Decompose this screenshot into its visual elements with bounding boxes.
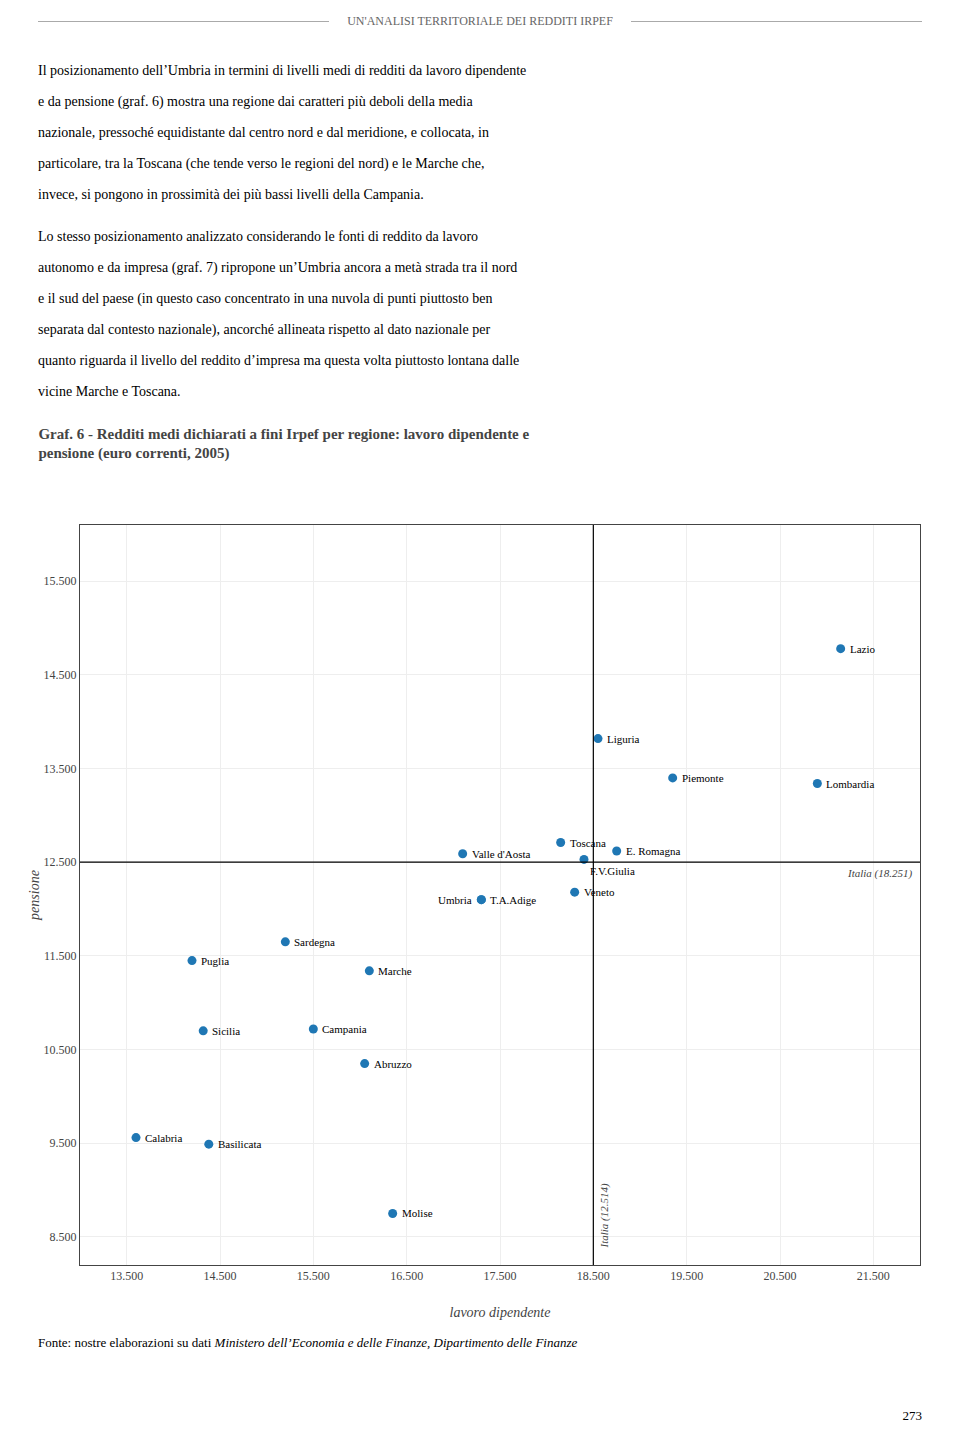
html-text:invece, si pongono in prossimi: invece, si pongono in prossimità dei più… <box>38 187 424 202</box>
svg-text:21.500: 21.500 <box>857 1269 890 1283</box>
svg-text:19.500: 19.500 <box>670 1269 703 1283</box>
svg-text:Puglia: Puglia <box>201 955 229 967</box>
html-text:Lo stesso posizionamento anali: Lo stesso posizionamento analizzato cons… <box>38 229 479 244</box>
svg-text:9.500: 9.500 <box>50 1136 77 1150</box>
svg-text:E. Romagna: E. Romagna <box>626 845 680 857</box>
svg-text:pensione: pensione <box>27 870 42 921</box>
svg-text:T.A.Adige: T.A.Adige <box>490 894 536 906</box>
html-text:separata dal contesto nazional: separata dal contesto nazionale), ancorc… <box>38 322 491 337</box>
html-text:Il posizionamento dell’Umbria: Il posizionamento dell’Umbria in termini… <box>38 63 527 78</box>
svg-text:F.V.Giulia: F.V.Giulia <box>590 865 635 877</box>
html-text:autonomo e da impresa (graf. 7: autonomo e da impresa (graf. 7) ripropon… <box>38 260 518 275</box>
svg-text:Italia (18.251): Italia (18.251) <box>847 867 912 880</box>
html-text:e il sud del paese (in questo: e il sud del paese (in questo caso conce… <box>38 291 493 306</box>
svg-text:Veneto: Veneto <box>584 886 615 898</box>
html-text:quanto riguarda il livello del: quanto riguarda il livello del reddito d… <box>38 353 520 368</box>
svg-text:14.500: 14.500 <box>204 1269 237 1283</box>
svg-text:14.500: 14.500 <box>44 668 77 682</box>
svg-text:13.500: 13.500 <box>110 1269 143 1283</box>
svg-text:13.500: 13.500 <box>44 762 77 776</box>
html-text:Fonte: nostre elaborazioni su: Fonte: nostre elaborazioni su dati Minis… <box>38 1335 578 1350</box>
svg-text:Sicilia: Sicilia <box>212 1025 240 1037</box>
svg-text:Calabria: Calabria <box>145 1132 182 1144</box>
svg-text:Lombardia: Lombardia <box>826 778 874 790</box>
html-text:e da pensione (graf. 6) mostra: e da pensione (graf. 6) mostra una regio… <box>38 94 473 109</box>
svg-text:Toscana: Toscana <box>570 837 606 849</box>
svg-text:15.500: 15.500 <box>44 574 77 588</box>
html-text:particolare, tra la Toscana (c: particolare, tra la Toscana (che tende v… <box>38 156 485 171</box>
svg-text:Campania: Campania <box>322 1023 367 1035</box>
svg-text:Marche: Marche <box>378 965 412 977</box>
svg-text:Basilicata: Basilicata <box>218 1138 261 1150</box>
html-text:UN'ANALISI TERRITORIALE DEI RE: UN'ANALISI TERRITORIALE DEI REDDITI IRPE… <box>347 14 613 28</box>
svg-text:20.500: 20.500 <box>764 1269 797 1283</box>
svg-text:Graf. 6 - Redditi medi dichiar: Graf. 6 - Redditi medi dichiarati a fini… <box>38 426 529 463</box>
svg-text:Italia (12.514): Italia (12.514) <box>598 1183 611 1248</box>
svg-text:8.500: 8.500 <box>50 1230 77 1244</box>
svg-text:12.500: 12.500 <box>44 855 77 869</box>
svg-text:Piemonte: Piemonte <box>682 772 724 784</box>
svg-text:11.500: 11.500 <box>44 949 77 963</box>
html-text:vicine Marche e Toscana.: vicine Marche e Toscana. <box>38 384 181 399</box>
svg-text:Umbria: Umbria <box>438 894 472 906</box>
svg-text:10.500: 10.500 <box>44 1043 77 1057</box>
svg-text:15.500: 15.500 <box>297 1269 330 1283</box>
html-text:273: 273 <box>902 1408 922 1423</box>
svg-text:Sardegna: Sardegna <box>294 936 335 948</box>
html-text:nazionale, pressoché equidista: nazionale, pressoché equidistante dal ce… <box>38 125 489 140</box>
svg-text:Abruzzo: Abruzzo <box>374 1058 412 1070</box>
svg-text:lavoro dipendente: lavoro dipendente <box>450 1305 551 1320</box>
svg-text:Liguria: Liguria <box>607 733 639 745</box>
svg-text:Valle d'Aosta: Valle d'Aosta <box>472 848 531 860</box>
svg-text:16.500: 16.500 <box>390 1269 423 1283</box>
svg-text:Lazio: Lazio <box>850 643 876 655</box>
svg-text:18.500: 18.500 <box>577 1269 610 1283</box>
svg-text:17.500: 17.500 <box>484 1269 517 1283</box>
svg-text:Molise: Molise <box>402 1207 433 1219</box>
